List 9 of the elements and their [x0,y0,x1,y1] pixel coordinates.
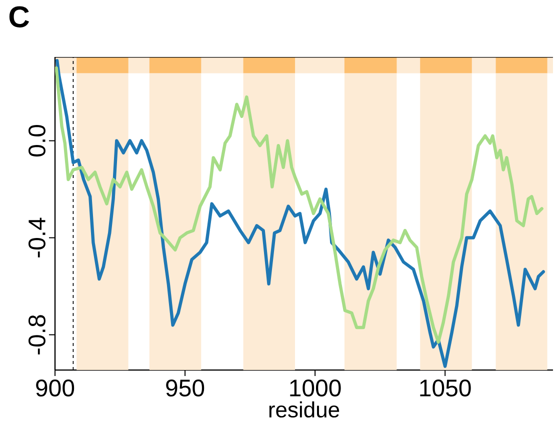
x-tick-label: 900 [36,380,74,397]
x-axis-title: residue [269,401,340,418]
chart-title: C [9,6,30,28]
y-tick-label: 0.0 [28,124,46,156]
x-tick-label: 1000 [290,380,341,397]
x-tick-label: 1050 [420,380,471,397]
y-tick-label: -0.8 [28,315,46,354]
x-tick-label: 950 [166,380,204,397]
y-tick-label: -0.4 [28,218,46,258]
